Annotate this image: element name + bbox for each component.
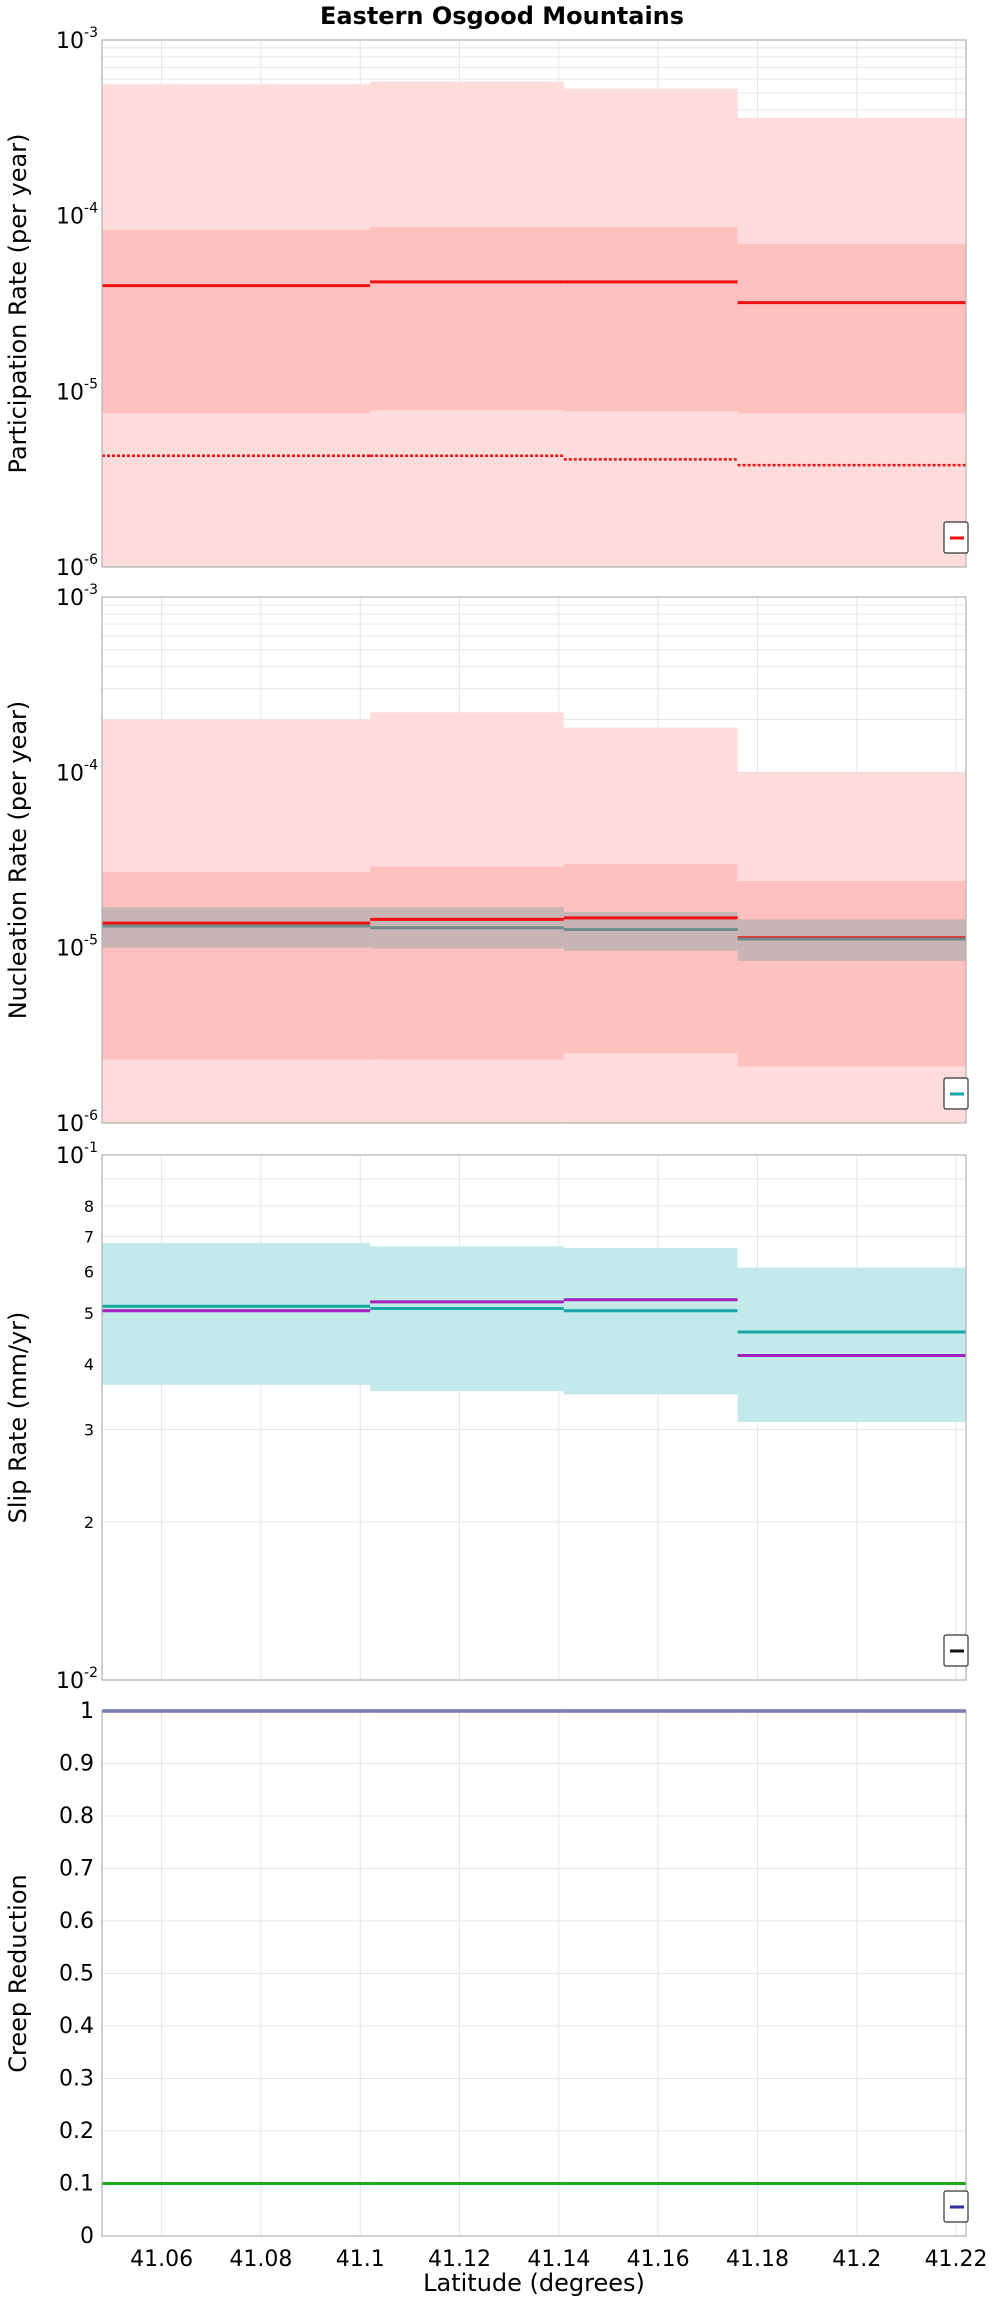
creep-grid — [102, 1710, 966, 2237]
x-axis-label: Latitude (degrees) — [423, 2269, 645, 2297]
y-minor-tick-label: 3 — [84, 1421, 94, 1440]
slip-panel: 10-1 10-2 2 3 4 5 6 7 8 Slip Rate (mm/yr) — [4, 1140, 969, 1694]
slip-band-0-segment — [102, 1242, 371, 1385]
nucleation-legend — [943, 1077, 969, 1110]
y-tick-label: 0.7 — [59, 1857, 94, 1882]
slip-band-0-segment — [370, 1246, 564, 1392]
y-tick-label: 10-4 — [56, 201, 98, 230]
nucleation-band-1-segment — [737, 881, 966, 1067]
y-tick-label: 10-1 — [56, 1140, 98, 1169]
nucleation-panel: 10-3 10-4 10-5 10-6 Nucleation Rate (per yea… — [4, 582, 969, 1137]
nucleation-band-2-segment — [102, 907, 371, 948]
participation-band-1-segment — [737, 243, 966, 414]
nucleation-y-axis-label: Nucleation Rate (per year) — [4, 701, 32, 1020]
participation-y-ticks: 10-3 10-4 10-5 10-6 — [56, 25, 98, 581]
x-tick-label: 41.22 — [925, 2247, 988, 2272]
y-tick-label: 0 — [80, 2224, 94, 2249]
y-tick-label: 10-3 — [56, 25, 98, 54]
x-tick-label: 41.12 — [428, 2247, 491, 2272]
y-tick-label: 10-6 — [56, 1108, 98, 1137]
y-tick-label: 0.9 — [59, 1752, 94, 1777]
participation-band-1-segment — [563, 227, 738, 412]
x-tick-label: 41.06 — [130, 2247, 193, 2272]
nucleation-band-1-segment — [102, 872, 371, 1060]
participation-band-1-segment — [370, 227, 564, 411]
slip-y-ticks: 10-1 10-2 2 3 4 5 6 7 8 — [56, 1140, 98, 1694]
participation-y-axis-label: Participation Rate (per year) — [4, 134, 32, 474]
x-tick-label: 41.1 — [336, 2247, 385, 2272]
participation-legend — [943, 521, 969, 554]
chart-title: Eastern Osgood Mountains — [320, 2, 684, 30]
y-tick-label: 10-3 — [56, 582, 98, 611]
y-tick-label: 0.5 — [59, 1962, 94, 1987]
nucleation-band-1-segment — [370, 866, 564, 1060]
x-tick-label: 41.2 — [832, 2247, 881, 2272]
y-tick-label: 10-5 — [56, 376, 98, 405]
y-minor-tick-label: 7 — [84, 1227, 94, 1246]
x-tick-label: 41.18 — [726, 2247, 789, 2272]
y-tick-label: 1 — [80, 1699, 94, 1724]
y-tick-label: 10-2 — [56, 1665, 98, 1694]
y-tick-label: 0.6 — [59, 1909, 94, 1934]
participation-band-1-segment — [102, 229, 371, 414]
y-tick-label: 0.2 — [59, 2119, 94, 2144]
x-ticks: 41.06 41.08 41.1 41.12 41.14 41.16 41.18 41.2 41… — [130, 2247, 987, 2272]
nucleation-plot-frame — [101, 596, 967, 1124]
y-tick-label: 10-5 — [56, 933, 98, 962]
nucleation-y-ticks: 10-3 10-4 10-5 10-6 — [56, 582, 98, 1137]
participation-plot-frame — [101, 39, 967, 568]
y-tick-label: 10-6 — [56, 552, 98, 581]
creep-plot-frame — [101, 1710, 967, 2237]
y-tick-label: 0.4 — [59, 2014, 94, 2039]
y-minor-tick-label: 4 — [84, 1355, 94, 1374]
creep-y-axis-label: Creep Reduction — [4, 1874, 32, 2072]
y-minor-tick-label: 5 — [84, 1304, 94, 1323]
slip-legend — [943, 1634, 969, 1667]
y-minor-tick-label: 8 — [84, 1197, 94, 1216]
x-tick-label: 41.08 — [229, 2247, 292, 2272]
slip-band-0-segment — [737, 1267, 966, 1423]
slip-band-0-segment — [563, 1248, 738, 1395]
participation-panel: 10-3 10-4 10-5 10-6 Participation Rate (per … — [4, 25, 969, 581]
nucleation-band-1-segment — [563, 864, 738, 1054]
y-minor-tick-label: 2 — [84, 1513, 94, 1532]
x-tick-label: 41.14 — [527, 2247, 590, 2272]
y-tick-label: 0.3 — [59, 2067, 94, 2092]
x-tick-label: 41.16 — [627, 2247, 690, 2272]
creep-panel: 0 0.1 0.2 0.3 0.4 0.5 0.6 0.7 0.8 0.9 1 Creep Reduc… — [4, 1699, 988, 2272]
slip-plot-frame — [101, 1154, 967, 1681]
y-tick-label: 0.1 — [59, 2172, 94, 2197]
creep-y-ticks: 0 0.1 0.2 0.3 0.4 0.5 0.6 0.7 0.8 0.9 1 — [59, 1699, 94, 2249]
slip-y-axis-label: Slip Rate (mm/yr) — [4, 1312, 32, 1524]
y-tick-label: 0.8 — [59, 1804, 94, 1829]
creep-legend — [943, 2190, 969, 2223]
y-minor-tick-label: 6 — [84, 1262, 94, 1281]
y-tick-label: 10-4 — [56, 757, 98, 786]
